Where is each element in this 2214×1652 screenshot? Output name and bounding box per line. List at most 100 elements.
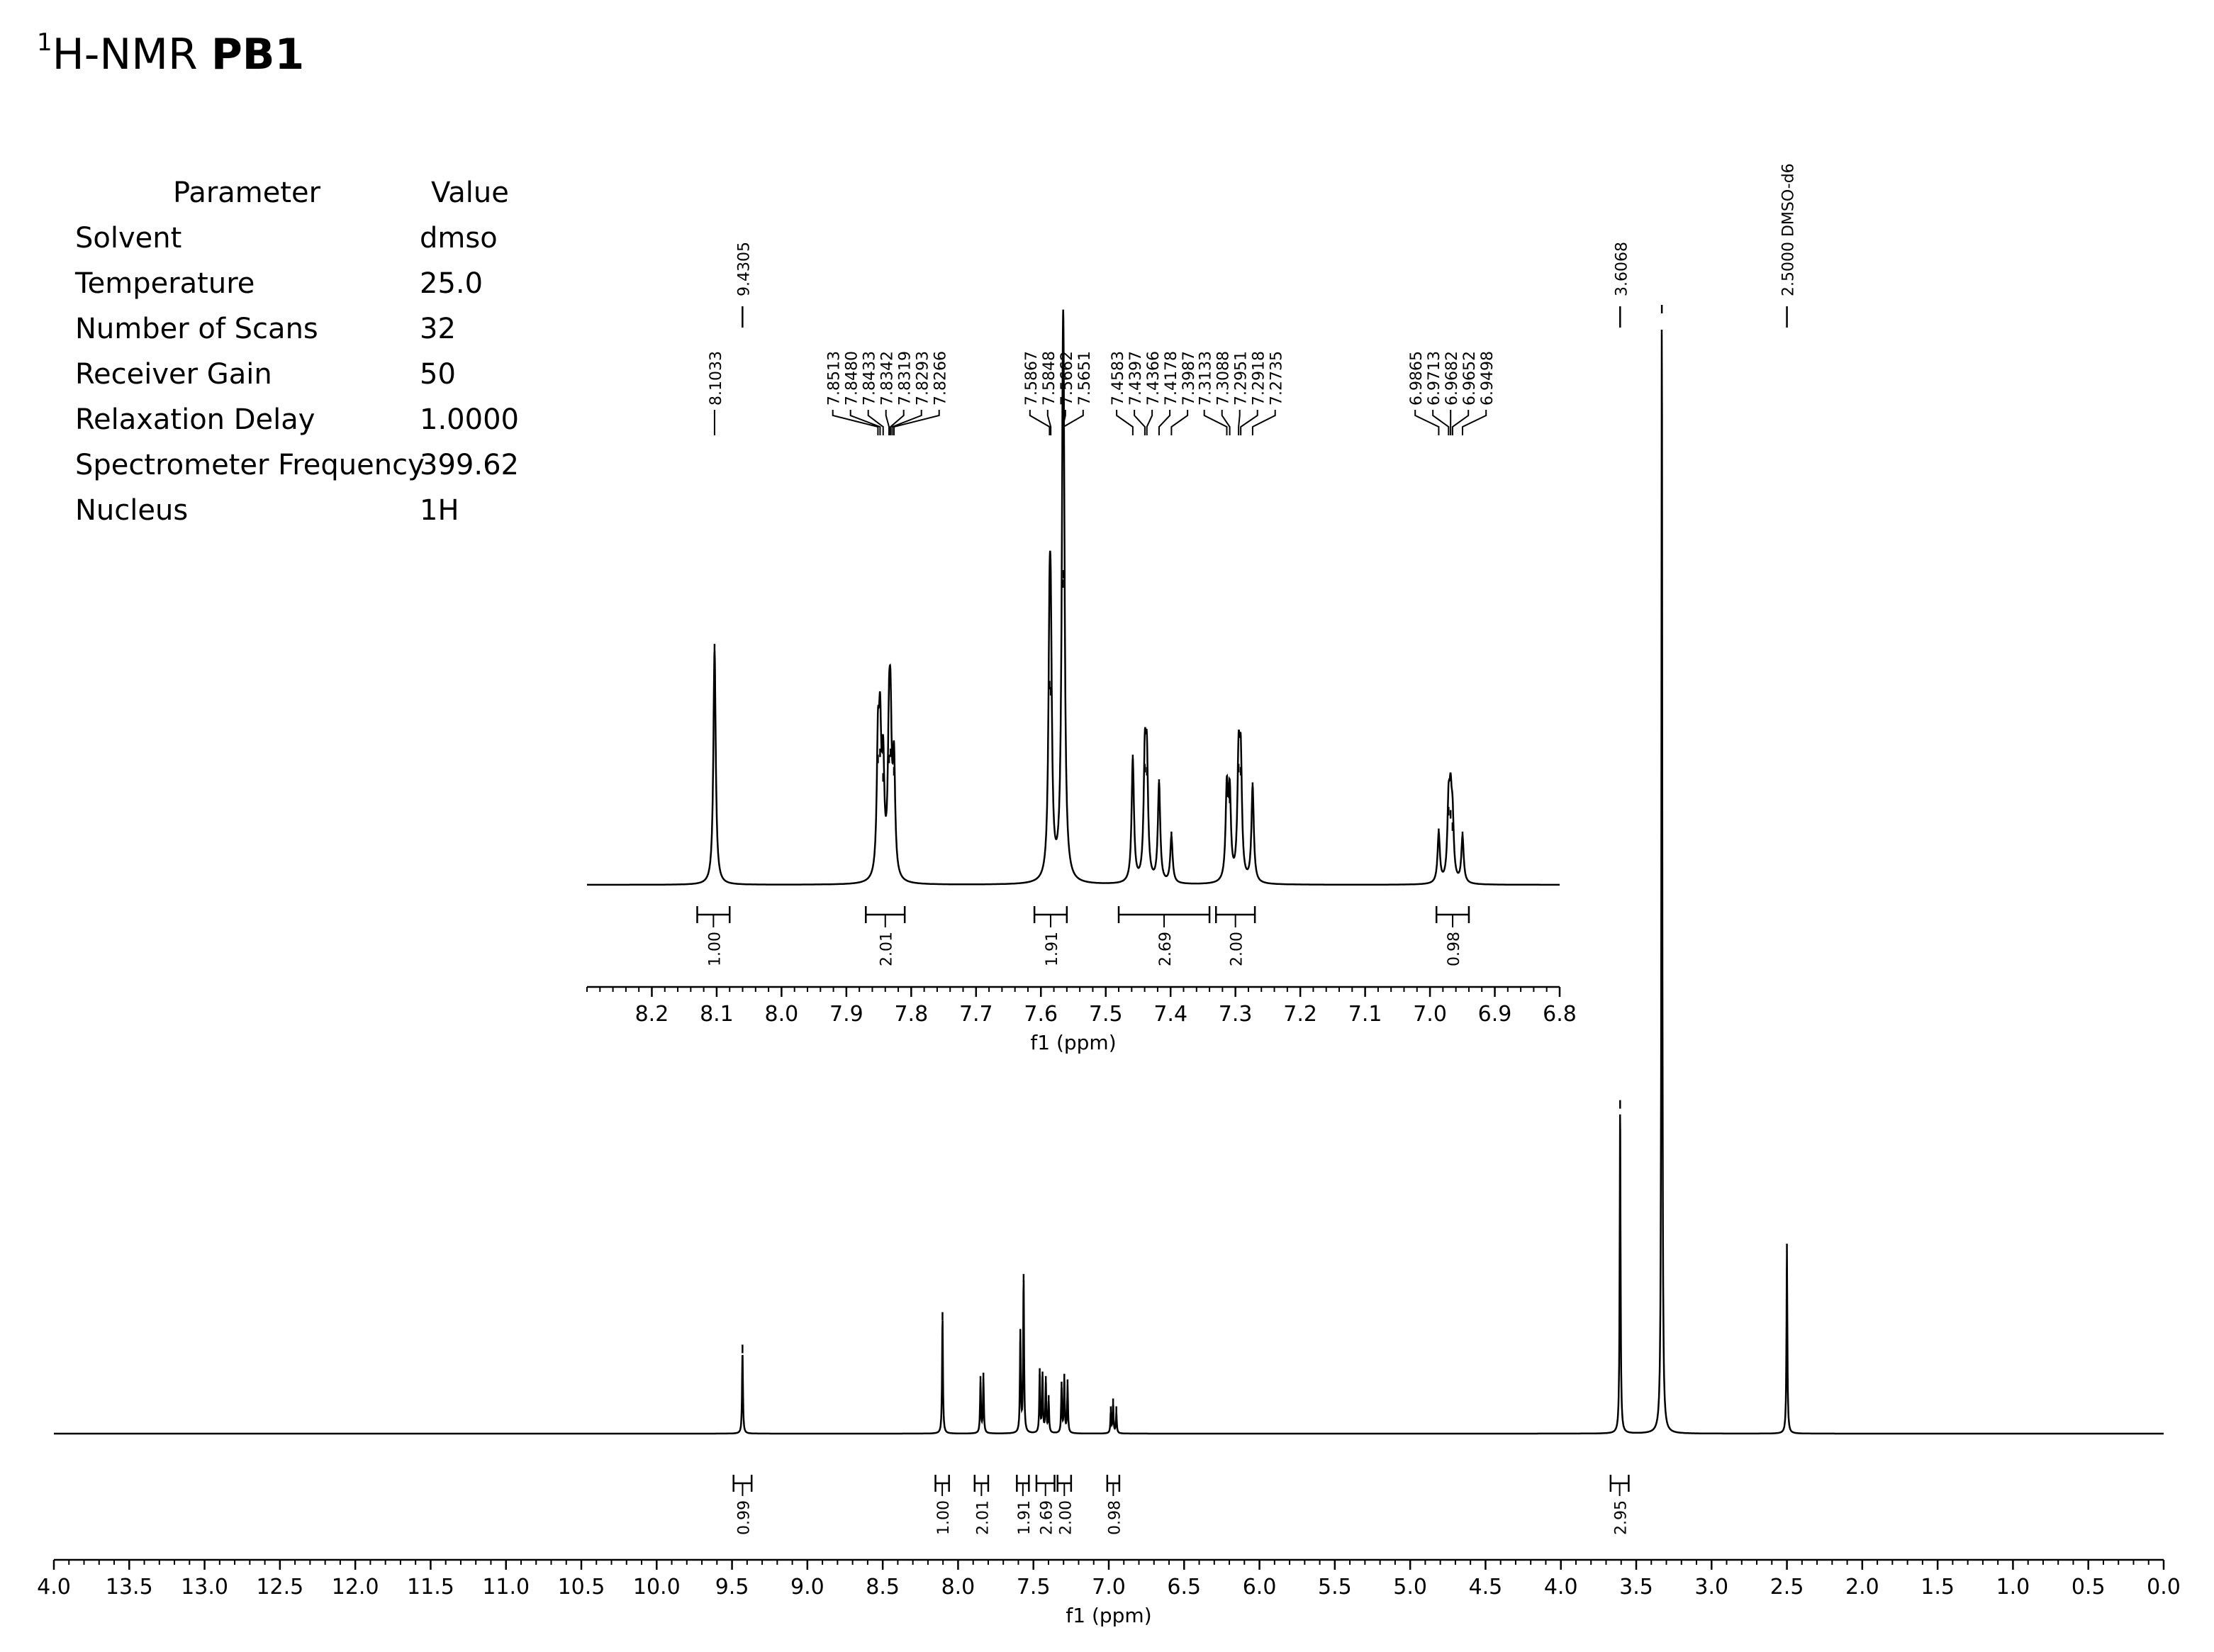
- integral-value: 2.01: [878, 932, 896, 966]
- inset-peak-connector: [1251, 410, 1276, 435]
- parameter-key: Spectrometer Frequency: [75, 449, 425, 481]
- x-tick-label: 13.5: [106, 1575, 153, 1600]
- integral-value: 2.69: [1039, 1500, 1056, 1535]
- inset-peak-label: 6.9498: [1479, 351, 1497, 406]
- integral-value: 2.69: [1157, 932, 1175, 966]
- inset-peak-label: 7.5867: [1023, 351, 1041, 406]
- x-tick-label: 7.2: [1283, 1002, 1317, 1027]
- inset-peak-label: 7.5651: [1076, 351, 1094, 406]
- inset-peak-connector: [1063, 410, 1084, 435]
- inset-peak-label: 6.9652: [1461, 351, 1479, 406]
- inset-peak-label: 7.5848: [1041, 351, 1058, 406]
- x-tick-label: 10.0: [633, 1575, 681, 1600]
- x-tick-label: 7.7: [959, 1002, 993, 1027]
- parameter-value: dmso: [420, 222, 498, 255]
- inset-peak-label: 7.4178: [1163, 351, 1180, 406]
- x-tick-label: 7.5: [1017, 1575, 1051, 1600]
- parameter-value: 1H: [420, 494, 459, 527]
- inset-peak-connector: [1158, 410, 1171, 435]
- x-tick-label: 7.8: [894, 1002, 928, 1027]
- inset-peak-connector: [885, 410, 890, 435]
- inset-peak-connector: [1116, 410, 1134, 435]
- x-tick-label: 6.8: [1543, 1002, 1577, 1027]
- inset-peak-label: 7.8342: [879, 351, 897, 406]
- inset-peak-connector: [1134, 410, 1146, 435]
- x-tick-label: 3.5: [1619, 1575, 1653, 1600]
- x-tick-label: 13.0: [181, 1575, 228, 1600]
- inset-peak-connector: [891, 410, 922, 435]
- inset-peak-label: 6.9682: [1443, 351, 1461, 406]
- x-tick-label: 7.4: [1153, 1002, 1187, 1027]
- integral-value: 2.95: [1613, 1500, 1631, 1535]
- parameter-key: Nucleus: [75, 494, 189, 527]
- inset-peak-label: 7.4366: [1145, 351, 1163, 406]
- inset-peak-label: 7.4397: [1127, 351, 1145, 406]
- inset-peak-connector: [1203, 410, 1228, 435]
- integral-value: 0.99: [735, 1500, 753, 1535]
- spectrum-trace: [54, 329, 2164, 1435]
- x-tick-label: 7.1: [1348, 1002, 1382, 1027]
- inset-peak-label: 7.3133: [1197, 351, 1215, 406]
- x-tick-label: 8.0: [765, 1002, 799, 1027]
- inset-peak-connector: [1221, 410, 1231, 435]
- parameter-key: Receiver Gain: [75, 358, 272, 391]
- x-tick-label: 0.0: [2147, 1575, 2181, 1600]
- peak-label: 3.6068: [1613, 242, 1631, 296]
- inset-peak-connector: [849, 410, 881, 435]
- parameter-value: 1.0000: [420, 403, 519, 436]
- parameter-key: Temperature: [75, 267, 255, 300]
- inset-peak-connector: [893, 410, 940, 435]
- inset-peak-connector: [890, 410, 905, 435]
- x-tick-label: 4.0: [37, 1575, 71, 1600]
- x-tick-label: 12.0: [332, 1575, 379, 1600]
- inset-peak-label: 7.5662: [1058, 351, 1076, 406]
- parameter-key: Number of Scans: [75, 313, 318, 345]
- x-tick-label: 11.5: [407, 1575, 454, 1600]
- parameter-key: Relaxation Delay: [75, 403, 315, 436]
- inset-peak-connector: [1062, 410, 1066, 435]
- x-tick-label: 8.1: [700, 1002, 734, 1027]
- x-tick-label: 6.9: [1478, 1002, 1512, 1027]
- x-tick-label: 6.5: [1167, 1575, 1201, 1600]
- inset-peak-connector: [867, 410, 884, 435]
- x-tick-label: 7.6: [1024, 1002, 1058, 1027]
- inset-peak-label: 7.2951: [1233, 351, 1251, 406]
- x-tick-label: 3.0: [1694, 1575, 1728, 1600]
- parameter-header-value: Value: [431, 177, 509, 209]
- x-tick-label: 7.0: [1413, 1002, 1447, 1027]
- inset-peak-connector: [1461, 410, 1487, 435]
- x-tick-label: 1.0: [1996, 1575, 2030, 1600]
- x-tick-label: 9.5: [715, 1575, 749, 1600]
- inset-peak-label: 7.8480: [844, 351, 861, 406]
- inset-peak-label: 8.1033: [708, 351, 725, 406]
- integral-value: 2.00: [1057, 1500, 1075, 1535]
- inset-peak-connector: [1029, 410, 1051, 435]
- x-tick-label: 7.3: [1219, 1002, 1253, 1027]
- parameter-value: 50: [420, 358, 456, 391]
- x-axis-label: f1 (ppm): [1066, 1604, 1151, 1627]
- inset-peak-label: 6.9865: [1408, 351, 1426, 406]
- integral-value: 2.00: [1229, 932, 1246, 966]
- full-spectrum: 4.0 13.5 13.0 12.5 12.0 11.5 11.0 10.5 10.0 9.5 9.…: [37, 163, 2181, 1627]
- x-tick-label: 8.0: [941, 1575, 975, 1600]
- parameter-value: 25.0: [420, 267, 483, 300]
- x-tick-label: 12.5: [256, 1575, 303, 1600]
- page-title: 1H-NMR PB1: [37, 28, 304, 79]
- x-tick-label: 10.5: [558, 1575, 605, 1600]
- spectrum-trace: [587, 309, 1560, 886]
- inset-peak-label: 7.2918: [1251, 351, 1268, 406]
- inset-peak-connector: [1146, 410, 1153, 435]
- inset-peak-connector: [1432, 410, 1450, 435]
- title-compound: PB1: [211, 30, 305, 79]
- x-tick-label: 7.5: [1089, 1002, 1123, 1027]
- x-tick-label: 11.0: [482, 1575, 530, 1600]
- inset-spectrum: 8.2 8.1 8.0 7.9 7.8 7.7 7.6 7.5 7.4 7.3 7.2 7.1 7.0 6…: [586, 309, 1577, 1054]
- x-tick-label: 8.2: [635, 1002, 669, 1027]
- inset-peak-label: 7.8513: [826, 351, 844, 406]
- integral-value: 1.00: [935, 1500, 953, 1535]
- x-tick-label: 5.5: [1318, 1575, 1352, 1600]
- integral-value: 2.01: [974, 1500, 992, 1535]
- inset-peak-connector: [1170, 410, 1189, 435]
- integral-value: 1.91: [1044, 932, 1061, 966]
- parameter-value: 32: [420, 313, 456, 345]
